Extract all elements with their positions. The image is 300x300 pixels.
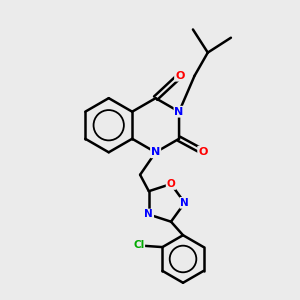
Text: N: N [180, 198, 189, 208]
Text: N: N [174, 107, 184, 117]
Text: Cl: Cl [133, 240, 144, 250]
Text: O: O [167, 179, 176, 189]
Text: N: N [145, 209, 153, 220]
Text: O: O [198, 147, 208, 157]
Text: O: O [175, 71, 184, 81]
Text: N: N [151, 147, 160, 157]
